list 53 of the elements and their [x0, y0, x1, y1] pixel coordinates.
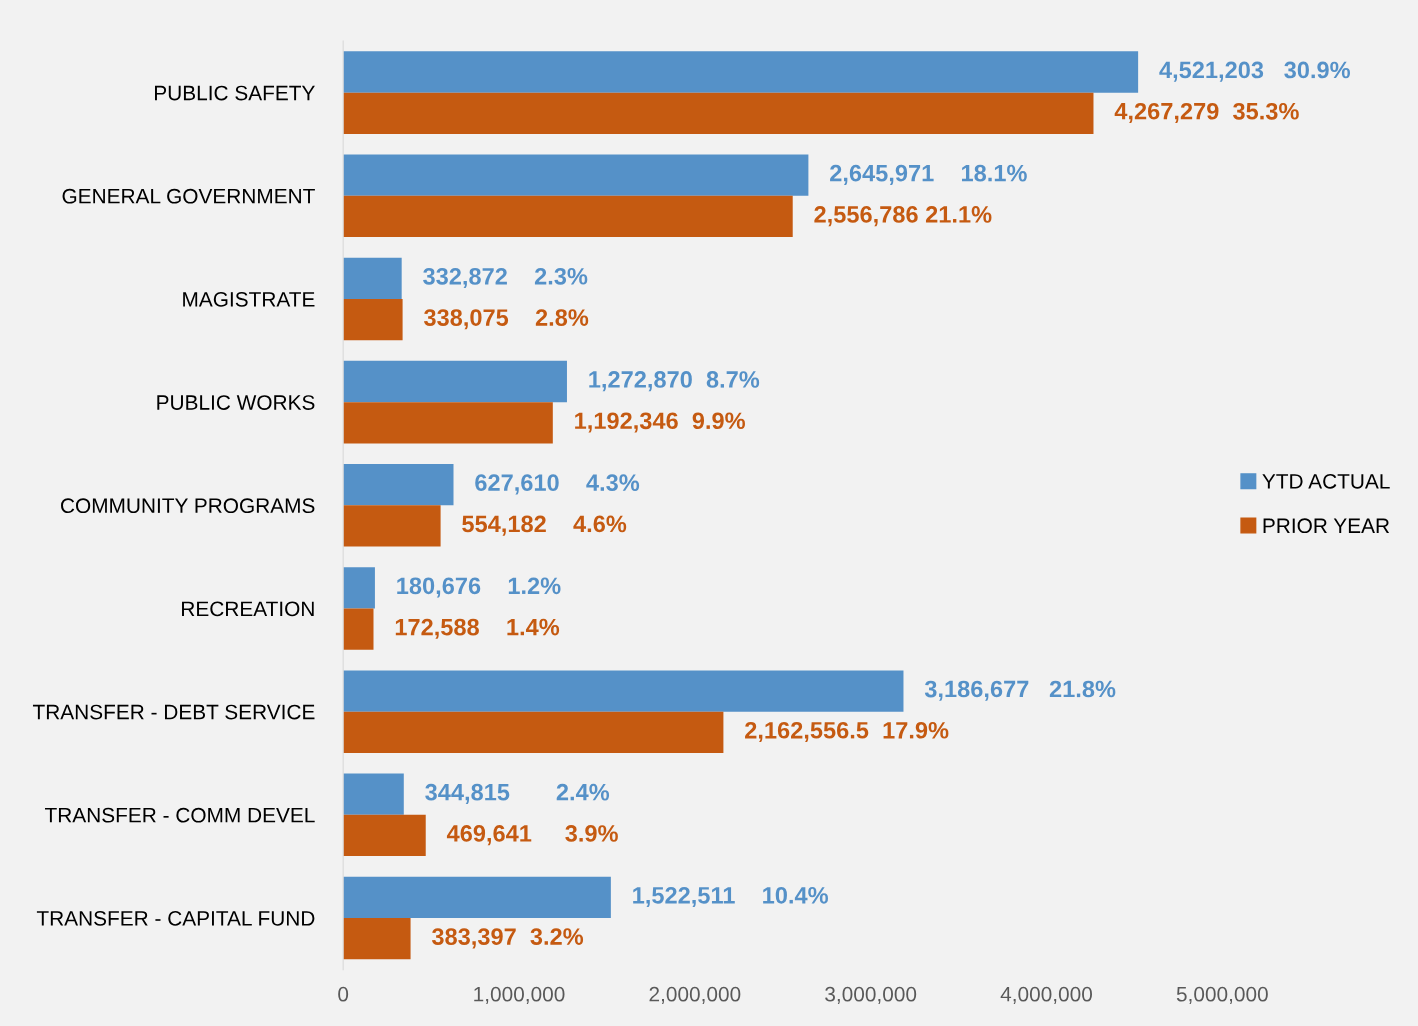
data-label: 180,676 1.2%	[397, 577, 561, 598]
y-tick-label: COMMUNITY PROGRAMS	[61, 498, 315, 514]
data-label: 332,872 2.3%	[423, 267, 588, 289]
y-tick-label: TRANSFER - COMM DEVEL	[44, 807, 315, 823]
x-tick-label: 2,000,000	[649, 986, 741, 1004]
data-label: 554,182 4.6%	[462, 515, 627, 536]
y-tick-label: MAGISTRATE	[183, 291, 315, 307]
data-label: 2,556,786 21.1%	[814, 206, 992, 227]
bar	[343, 670, 904, 712]
data-label: 338,075 2.8%	[423, 309, 589, 330]
y-tick-label: GENERAL GOVERNMENT	[62, 188, 315, 204]
legend-label: PRIOR YEAR	[1263, 518, 1390, 534]
x-tick-label: 0	[338, 986, 349, 1002]
bar	[343, 298, 403, 341]
data-label: 383,397 3.2%	[431, 928, 584, 949]
bar	[343, 711, 724, 753]
x-tick-label: 3,000,000	[825, 986, 917, 1004]
bar	[343, 464, 454, 506]
x-tick-label: 4,000,000	[1000, 986, 1093, 1004]
data-label: 172,588 1.4%	[395, 618, 560, 639]
x-tick-label: 1,000,000	[474, 986, 565, 1004]
legend-label: YTD ACTUAL	[1262, 473, 1390, 489]
bar	[343, 876, 611, 918]
data-label: 627,610 4.3%	[475, 474, 640, 495]
data-label: 2,645,971 18.1%	[830, 164, 1027, 185]
bar	[343, 567, 375, 609]
y-tick-label: PUBLIC SAFETY	[155, 85, 315, 101]
data-label: 1,192,346 9.9%	[575, 412, 745, 433]
y-tick-label: TRANSFER - CAPITAL FUND	[36, 910, 315, 926]
data-label: 2,162,556.5 17.9%	[745, 721, 949, 743]
bar	[343, 360, 567, 403]
bar	[343, 773, 404, 815]
y-tick-label: RECREATION	[182, 601, 314, 617]
y-tick-label: PUBLIC WORKS	[157, 395, 315, 410]
bar	[343, 402, 553, 444]
bar	[343, 505, 441, 547]
data-label: 1,522,511 10.4%	[633, 886, 828, 908]
x-tick-label: 5,000,000	[1176, 986, 1268, 1004]
data-label: 4,521,203 30.9%	[1159, 61, 1351, 82]
data-label: 344,815 2.4%	[425, 783, 610, 804]
bar	[343, 608, 374, 650]
bar	[343, 154, 809, 196]
bar	[343, 257, 402, 299]
data-label: 469,641 3.9%	[446, 825, 618, 846]
bar	[343, 814, 426, 857]
bar	[343, 195, 793, 238]
data-label: 3,186,677 21.8%	[924, 680, 1116, 701]
bar	[343, 92, 1094, 134]
data-label: 1,272,870 8.7%	[589, 371, 760, 392]
bar	[343, 51, 1139, 93]
data-label: 4,267,279 35.3%	[1114, 102, 1299, 124]
bar	[343, 917, 411, 960]
y-tick-label: TRANSFER - DEBT SERVICE	[32, 704, 315, 720]
